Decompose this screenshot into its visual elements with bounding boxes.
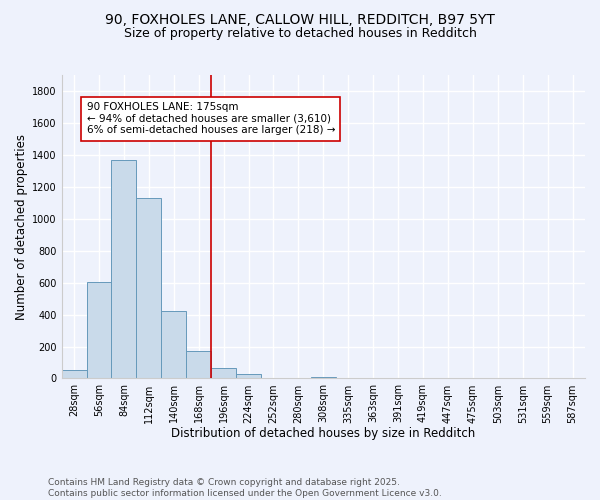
Bar: [112, 160, 136, 378]
Y-axis label: Number of detached properties: Number of detached properties: [15, 134, 28, 320]
Bar: [311, 377, 336, 378]
Bar: [211, 368, 236, 378]
Bar: [236, 374, 261, 378]
Text: Size of property relative to detached houses in Redditch: Size of property relative to detached ho…: [124, 28, 476, 40]
X-axis label: Distribution of detached houses by size in Redditch: Distribution of detached houses by size …: [171, 427, 475, 440]
Bar: [86, 282, 112, 378]
Bar: [136, 198, 161, 378]
Text: 90 FOXHOLES LANE: 175sqm
← 94% of detached houses are smaller (3,610)
6% of semi: 90 FOXHOLES LANE: 175sqm ← 94% of detach…: [86, 102, 335, 136]
Text: 90, FOXHOLES LANE, CALLOW HILL, REDDITCH, B97 5YT: 90, FOXHOLES LANE, CALLOW HILL, REDDITCH…: [105, 12, 495, 26]
Bar: [62, 370, 86, 378]
Bar: [186, 350, 211, 378]
Text: Contains HM Land Registry data © Crown copyright and database right 2025.
Contai: Contains HM Land Registry data © Crown c…: [48, 478, 442, 498]
Bar: [161, 310, 186, 378]
